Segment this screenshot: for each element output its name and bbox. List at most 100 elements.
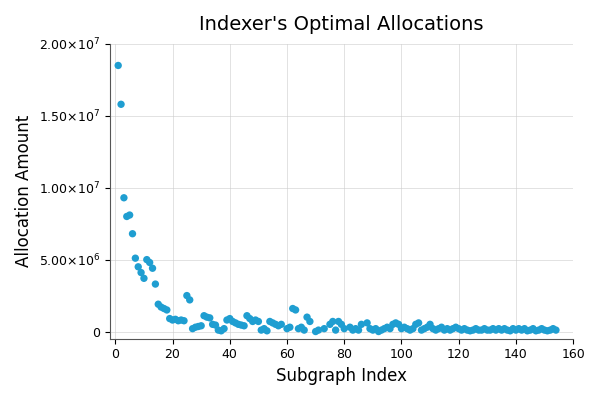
Point [485, 327, 495, 333]
Point [440, 327, 449, 333]
Title: Indexer's Optimal Allocations: Indexer's Optimal Allocations [199, 15, 484, 34]
Point [151, 281, 160, 287]
Point [405, 327, 415, 333]
Point [411, 321, 421, 328]
Point [282, 326, 292, 332]
Point [548, 326, 558, 332]
Point [162, 307, 172, 313]
Point [325, 321, 335, 328]
Point [208, 321, 217, 328]
Point [348, 327, 358, 333]
Point [142, 256, 152, 263]
Point [191, 324, 200, 330]
Point [388, 321, 398, 328]
Point [334, 318, 343, 325]
Point [113, 62, 123, 69]
Point [194, 323, 203, 330]
Point [314, 327, 323, 333]
Point [368, 327, 377, 333]
Point [159, 305, 169, 312]
Point [217, 328, 226, 334]
Point [354, 327, 364, 333]
Point [414, 320, 424, 326]
Point [168, 317, 178, 323]
Point [503, 327, 512, 333]
Point [428, 326, 438, 332]
Point [508, 326, 518, 332]
Point [331, 327, 340, 333]
Y-axis label: Allocation Amount: Allocation Amount [15, 115, 33, 268]
Point [551, 327, 561, 333]
Point [188, 326, 197, 332]
Point [328, 318, 338, 325]
Point [182, 292, 191, 299]
Point [471, 326, 481, 332]
Point [214, 327, 223, 333]
Point [545, 327, 555, 333]
Point [242, 312, 252, 319]
Point [377, 327, 386, 333]
Point [259, 326, 269, 332]
Point [299, 327, 309, 333]
Point [219, 326, 229, 332]
Point [531, 328, 541, 334]
Point [488, 326, 498, 332]
Point [394, 321, 403, 328]
Point [248, 318, 257, 325]
Point [239, 322, 249, 329]
Point [271, 321, 280, 328]
Point [371, 326, 380, 332]
Point [408, 326, 418, 332]
Point [520, 326, 529, 332]
Point [311, 328, 320, 335]
Point [302, 314, 312, 320]
Point [211, 322, 220, 328]
Point [511, 327, 521, 333]
Point [460, 326, 469, 332]
Point [542, 328, 552, 334]
Point [199, 312, 209, 319]
Point [119, 194, 129, 201]
Point [442, 326, 452, 332]
Point [291, 307, 301, 313]
Point [474, 327, 484, 333]
Point [365, 326, 375, 332]
Point [351, 326, 361, 332]
Point [466, 328, 475, 334]
Point [425, 321, 435, 328]
X-axis label: Subgraph Index: Subgraph Index [276, 367, 407, 385]
Point [523, 328, 532, 334]
Point [148, 265, 157, 272]
Point [245, 315, 254, 322]
Point [437, 324, 446, 330]
Point [274, 322, 283, 329]
Point [176, 317, 186, 323]
Point [526, 327, 535, 333]
Point [262, 328, 272, 334]
Point [233, 321, 243, 328]
Point [397, 326, 406, 332]
Point [165, 315, 175, 322]
Point [285, 324, 295, 330]
Point [122, 213, 131, 220]
Point [157, 304, 166, 310]
Point [448, 326, 458, 332]
Point [403, 326, 412, 332]
Point [517, 327, 526, 333]
Point [277, 321, 286, 328]
Point [236, 322, 246, 328]
Point [319, 326, 329, 332]
Point [385, 326, 395, 332]
Point [136, 269, 146, 276]
Point [451, 324, 461, 330]
Point [454, 326, 463, 332]
Point [254, 318, 263, 325]
Point [477, 327, 487, 333]
Point [382, 324, 392, 330]
Point [479, 326, 489, 332]
Point [125, 212, 134, 218]
Point [196, 322, 206, 329]
Point [457, 327, 466, 333]
Point [185, 297, 194, 303]
Point [228, 318, 238, 325]
